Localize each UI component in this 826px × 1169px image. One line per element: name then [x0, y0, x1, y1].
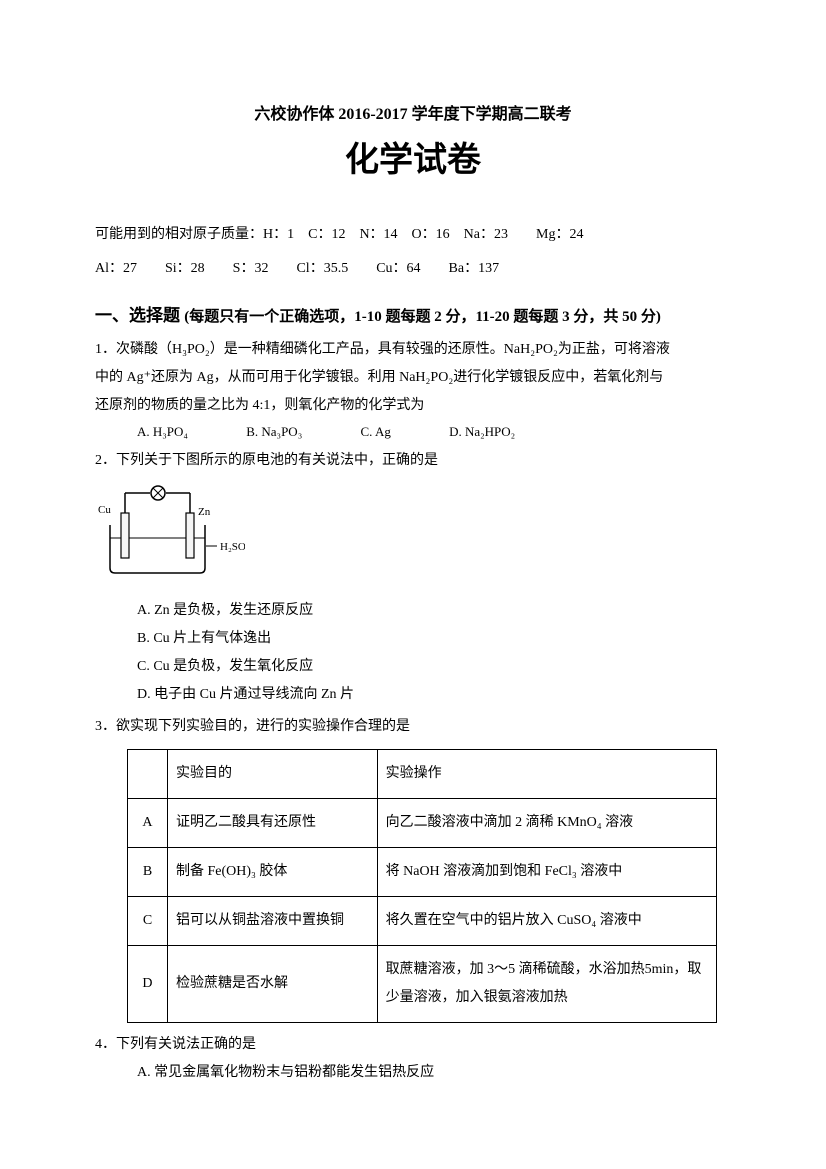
row-c-purpose: 铝可以从铜盐溶液中置换铜: [167, 897, 377, 946]
q2-opt-b: B. Cu 片上有气体逸出: [137, 625, 731, 653]
q4-text: 4．下列有关说法正确的是: [95, 1031, 731, 1059]
battery-diagram: Cu Zn H₂SO₄: [95, 483, 731, 589]
q1-options: A. H₃PO₄ B. Na₃PO₃ C. Ag D. Na₂HPO₂: [95, 420, 731, 443]
row-a-operation: 向乙二酸溶液中滴加 2 滴稀 KMnO₄ 溶液: [377, 799, 716, 848]
question-1: 1．次磷酸（H₃PO₂）是一种精细磷化工产品，具有较强的还原性。NaH₂PO₂为…: [95, 336, 731, 443]
table-row: A 证明乙二酸具有还原性 向乙二酸溶液中滴加 2 滴稀 KMnO₄ 溶液: [128, 799, 717, 848]
row-a-letter: A: [128, 799, 168, 848]
q1-line-1: 1．次磷酸（H₃PO₂）是一种精细磷化工产品，具有较强的还原性。NaH₂PO₂为…: [95, 336, 731, 364]
acid-label: H₂SO₄: [220, 541, 245, 553]
q2-opt-c: C. Cu 是负极，发生氧化反应: [137, 653, 731, 681]
exam-subtitle: 六校协作体 2016-2017 学年度下学期高二联考: [95, 100, 731, 124]
q1-opt-b: B. Na₃PO₃: [246, 420, 302, 443]
question-2: 2．下列关于下图所示的原电池的有关说法中，正确的是 Cu Zn H₂SO₄ A.…: [95, 447, 731, 709]
question-3: 3．欲实现下列实验目的，进行的实验操作合理的是 实验目的 实验操作 A 证明乙二…: [95, 713, 731, 1023]
zn-label: Zn: [198, 506, 211, 518]
q4-options: A. 常见金属氧化物粉末与铝粉都能发生铝热反应: [95, 1059, 731, 1087]
section-1-title: 一、选择题 (每题只有一个正确选项，1-10 题每题 2 分，11-20 题每题…: [95, 301, 731, 326]
q2-options: A. Zn 是负极，发生还原反应 B. Cu 片上有气体逸出 C. Cu 是负极…: [95, 597, 731, 709]
q2-opt-a: A. Zn 是负极，发生还原反应: [137, 597, 731, 625]
atomic-mass-line-2: Al：27 Si：28 S：32 Cl：35.5 Cu：64 Ba：137: [95, 255, 731, 283]
q1-opt-d: D. Na₂HPO₂: [449, 420, 515, 443]
atomic-mass-line-1: 可能用到的相对原子质量：H：1 C：12 N：14 O：16 Na：23 Mg：…: [95, 221, 731, 249]
table-header-row: 实验目的 实验操作: [128, 750, 717, 799]
q3-text: 3．欲实现下列实验目的，进行的实验操作合理的是: [95, 713, 731, 741]
q2-opt-d: D. 电子由 Cu 片通过导线流向 Zn 片: [137, 681, 731, 709]
galvanic-cell-svg: Cu Zn H₂SO₄: [95, 483, 245, 578]
row-c-letter: C: [128, 897, 168, 946]
table-row: D 检验蔗糖是否水解 取蔗糖溶液，加 3～5 滴稀硫酸，水浴加热5min，取少量…: [128, 946, 717, 1023]
section-1-name: 一、选择题: [95, 306, 180, 325]
row-a-purpose: 证明乙二酸具有还原性: [167, 799, 377, 848]
row-b-purpose: 制备 Fe(OH)₃ 胶体: [167, 848, 377, 897]
row-b-operation: 将 NaOH 溶液滴加到饱和 FeCl₃ 溶液中: [377, 848, 716, 897]
q1-opt-c: C. Ag: [360, 420, 390, 443]
table-header-blank: [128, 750, 168, 799]
q1-opt-a: A. H₃PO₄: [137, 420, 188, 443]
table-header-purpose: 实验目的: [167, 750, 377, 799]
exam-title: 化学试卷: [95, 132, 731, 181]
q1-line-2: 中的 Ag⁺还原为 Ag，从而可用于化学镀银。利用 NaH₂PO₂进行化学镀银反…: [95, 364, 731, 392]
row-c-operation: 将久置在空气中的铝片放入 CuSO₄ 溶液中: [377, 897, 716, 946]
cu-label: Cu: [98, 504, 111, 516]
row-d-purpose: 检验蔗糖是否水解: [167, 946, 377, 1023]
row-d-operation: 取蔗糖溶液，加 3～5 滴稀硫酸，水浴加热5min，取少量溶液，加入银氨溶液加热: [377, 946, 716, 1023]
q2-text: 2．下列关于下图所示的原电池的有关说法中，正确的是: [95, 447, 731, 475]
section-1-note: (每题只有一个正确选项，1-10 题每题 2 分，11-20 题每题 3 分，共…: [184, 309, 661, 325]
q4-opt-a: A. 常见金属氧化物粉末与铝粉都能发生铝热反应: [137, 1059, 731, 1087]
q1-line-3: 还原剂的物质的量之比为 4:1，则氧化产物的化学式为: [95, 392, 731, 420]
row-b-letter: B: [128, 848, 168, 897]
question-4: 4．下列有关说法正确的是 A. 常见金属氧化物粉末与铝粉都能发生铝热反应: [95, 1031, 731, 1087]
table-row: C 铝可以从铜盐溶液中置换铜 将久置在空气中的铝片放入 CuSO₄ 溶液中: [128, 897, 717, 946]
table-row: B 制备 Fe(OH)₃ 胶体 将 NaOH 溶液滴加到饱和 FeCl₃ 溶液中: [128, 848, 717, 897]
row-d-letter: D: [128, 946, 168, 1023]
experiment-table: 实验目的 实验操作 A 证明乙二酸具有还原性 向乙二酸溶液中滴加 2 滴稀 KM…: [127, 749, 717, 1023]
table-header-operation: 实验操作: [377, 750, 716, 799]
